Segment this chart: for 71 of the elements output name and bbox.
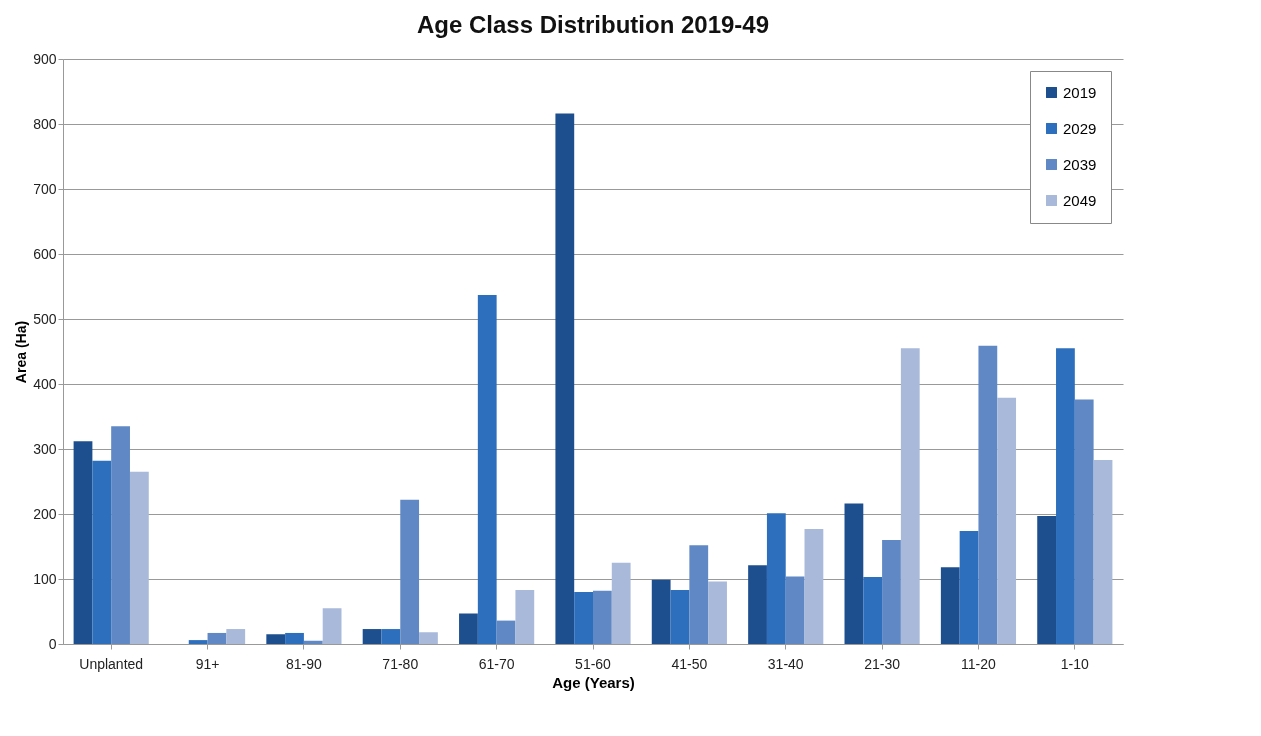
x-tick-label: 21-30 <box>864 655 901 672</box>
x-tick-label: 71-80 <box>382 655 419 672</box>
bar <box>593 590 612 644</box>
bar <box>226 629 246 644</box>
bar <box>978 345 998 644</box>
bar <box>188 640 208 644</box>
bar <box>670 590 690 644</box>
y-axis-title: Area (Ha) <box>13 320 30 384</box>
x-tick-label: Unplanted <box>79 655 144 672</box>
bar <box>1056 348 1075 644</box>
x-tick-label: 91+ <box>195 655 220 672</box>
x-tick-label: 61-70 <box>478 655 515 672</box>
bar <box>515 590 535 644</box>
bar <box>940 567 960 644</box>
x-tick-label: 1-10 <box>1060 655 1090 672</box>
x-axis-title: Age (Years) <box>552 673 635 691</box>
bar <box>689 545 709 644</box>
bar <box>882 540 901 644</box>
legend-label: 2039 <box>1063 155 1097 173</box>
y-tick-label: 700 <box>33 180 57 197</box>
bar <box>900 348 920 644</box>
y-tick-label: 300 <box>33 440 57 457</box>
bar <box>129 471 149 644</box>
bar <box>381 629 401 644</box>
y-tick-label: 800 <box>33 115 57 132</box>
bar <box>863 577 883 644</box>
bar <box>92 460 112 644</box>
x-tick-label: 51-60 <box>575 655 612 672</box>
bar <box>303 640 323 644</box>
bar <box>651 579 671 644</box>
y-tick-label: 200 <box>33 505 57 522</box>
bar <box>73 441 93 644</box>
bar <box>477 294 497 644</box>
bar <box>766 513 786 644</box>
bar <box>1093 460 1113 644</box>
legend-label: 2019 <box>1063 83 1097 101</box>
bar <box>959 530 979 644</box>
bar <box>708 581 727 644</box>
bar <box>611 562 631 644</box>
bar <box>285 632 304 644</box>
bar <box>419 632 438 644</box>
bar <box>748 565 767 644</box>
bar <box>1037 515 1057 644</box>
bar <box>844 503 864 644</box>
x-tick-label: 31-40 <box>767 655 804 672</box>
bar <box>362 629 382 644</box>
bar <box>400 499 420 644</box>
y-tick-label: 0 <box>48 635 57 652</box>
bar <box>574 592 593 644</box>
bar <box>785 576 805 644</box>
bar <box>555 113 575 644</box>
bar <box>997 397 1017 644</box>
y-tick-label: 400 <box>33 375 57 392</box>
y-tick-label: 100 <box>33 570 57 587</box>
y-tick-label: 500 <box>33 310 57 327</box>
x-tick-label: 41-50 <box>671 655 708 672</box>
bar <box>496 620 516 644</box>
legend-label: 2049 <box>1063 191 1097 209</box>
y-tick-label: 900 <box>33 50 57 67</box>
bar <box>111 426 130 644</box>
bar <box>459 613 478 644</box>
x-tick-label: 11-20 <box>961 655 997 672</box>
legend-label: 2029 <box>1063 119 1097 137</box>
chart-title: Age Class Distribution 2019-49 <box>416 11 770 38</box>
x-tick-label: 81-90 <box>286 655 323 672</box>
bar <box>804 528 824 644</box>
bar <box>1074 399 1094 644</box>
bar <box>322 608 342 644</box>
bar <box>266 634 286 644</box>
y-tick-label: 600 <box>33 245 57 262</box>
bar <box>207 632 227 644</box>
